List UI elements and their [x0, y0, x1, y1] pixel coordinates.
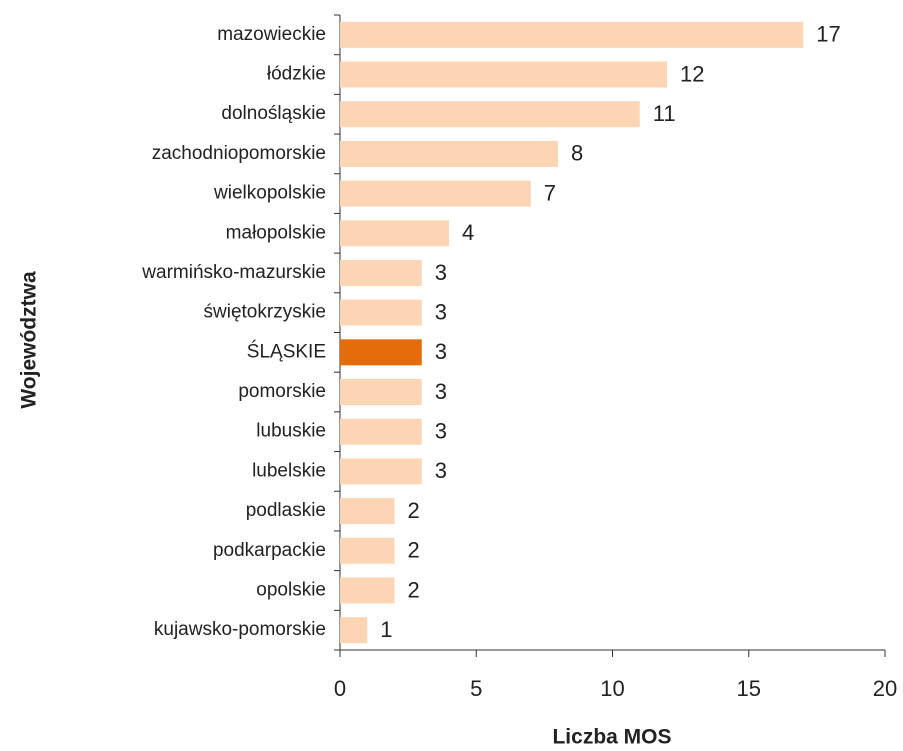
x-tick-label: 0 [334, 676, 346, 701]
y-axis-label: Województwa [18, 271, 41, 409]
value-label: 8 [571, 141, 583, 166]
value-label: 3 [435, 379, 447, 404]
y-tick-label: wielkopolskie [213, 183, 326, 204]
bar [340, 101, 640, 128]
value-label: 12 [680, 61, 704, 86]
value-label: 11 [653, 101, 676, 126]
bar [340, 418, 422, 445]
bar [340, 537, 395, 564]
y-tick-label: małopolskie [226, 222, 326, 243]
x-tick-label: 5 [470, 676, 482, 701]
bar [340, 21, 804, 48]
value-label: 2 [408, 498, 420, 523]
value-label: 2 [408, 577, 420, 602]
bar [340, 577, 395, 604]
y-tick-label: warmińsko-mazurskie [141, 262, 326, 283]
bar [340, 61, 667, 88]
value-label: 3 [435, 339, 447, 364]
y-tick-label: lubuskie [256, 421, 326, 442]
y-tick-label: łódzkie [267, 64, 326, 85]
x-tick-label: 15 [737, 676, 761, 701]
value-label: 3 [435, 260, 447, 285]
y-tick-label: kujawsko-pomorskie [154, 619, 326, 640]
bar [340, 259, 422, 286]
value-label: 17 [816, 22, 840, 47]
y-tick-label: pomorskie [238, 381, 326, 402]
bar [340, 458, 422, 485]
y-tick-label: dolnośląskie [221, 103, 326, 124]
bar [340, 498, 395, 525]
y-tick-label: podkarpackie [213, 540, 326, 561]
bar [340, 220, 449, 247]
bar [340, 379, 422, 406]
value-label: 7 [544, 180, 556, 205]
bar [340, 617, 368, 644]
value-label: 2 [408, 538, 420, 563]
x-axis-label: Liczba MOS [552, 726, 671, 749]
y-tick-label: opolskie [256, 579, 326, 600]
value-label: 4 [462, 220, 474, 245]
bar [340, 339, 422, 366]
bar [340, 140, 558, 167]
value-label: 3 [435, 299, 447, 324]
y-tick-label: ŚLĄSKIE [247, 340, 326, 362]
x-tick-label: 20 [873, 676, 897, 701]
y-tick-label: lubelskie [252, 460, 326, 481]
value-label: 1 [380, 617, 392, 642]
value-label: 3 [435, 419, 447, 444]
y-tick-label: świętokrzyskie [204, 302, 326, 323]
x-tick-label: 10 [600, 676, 624, 701]
bar [340, 299, 422, 326]
y-tick-label: mazowieckie [217, 24, 326, 45]
y-tick-label: podlaskie [246, 500, 326, 521]
value-label: 3 [435, 458, 447, 483]
y-tick-label: zachodniopomorskie [152, 143, 326, 164]
bar [340, 180, 531, 207]
